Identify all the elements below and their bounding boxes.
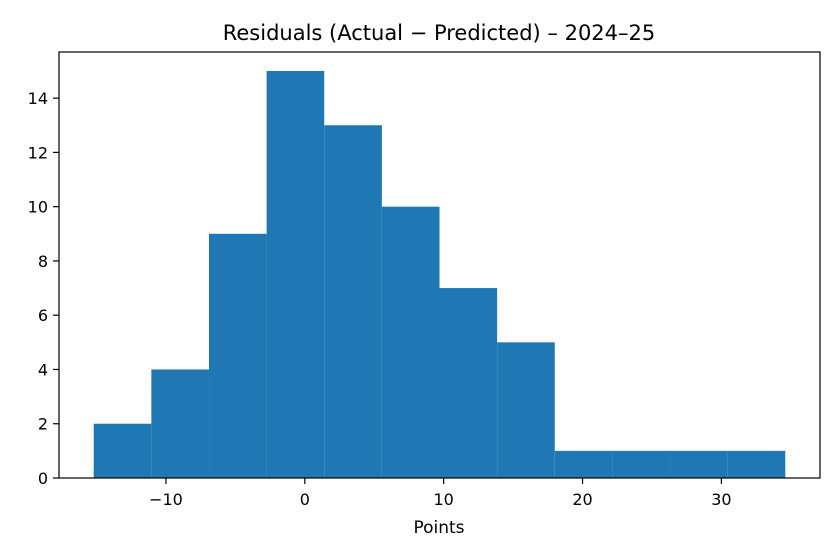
histogram-bar	[93, 423, 152, 478]
y-tick-label: 8	[38, 252, 48, 271]
y-tick-label: 0	[38, 469, 48, 488]
x-tick-label: 20	[572, 490, 592, 509]
y-tick-label: 6	[38, 306, 48, 325]
histogram-bar	[151, 369, 209, 478]
bars-group	[93, 70, 786, 479]
histogram-bar	[727, 450, 786, 478]
histogram-bar	[324, 125, 382, 479]
histogram-bar	[670, 450, 728, 478]
histogram-bar	[439, 288, 498, 478]
histogram-bar	[208, 233, 267, 478]
y-axis: 0 2 4 6 8 10 12 14	[28, 89, 59, 488]
y-tick-label: 4	[38, 360, 48, 379]
histogram-bar	[554, 450, 613, 478]
histogram-bar	[381, 206, 440, 478]
histogram-bar	[497, 342, 555, 478]
x-tick-label: 0	[300, 490, 310, 509]
chart-title: Residuals (Actual − Predicted) – 2024–25	[223, 21, 656, 45]
x-tick-label: 30	[711, 490, 731, 509]
x-tick-label: 10	[433, 490, 453, 509]
y-tick-label: 14	[28, 89, 48, 108]
y-tick-label: 10	[28, 198, 48, 217]
plot-frame	[58, 51, 821, 479]
histogram-bar	[612, 450, 671, 478]
y-tick-label: 12	[28, 143, 48, 162]
y-tick-label: 2	[38, 415, 48, 434]
x-tick-label: −10	[149, 490, 183, 509]
x-axis: −10 0 10 20 30	[149, 478, 732, 509]
histogram-bar	[266, 70, 325, 479]
x-axis-label: Points	[413, 518, 464, 538]
